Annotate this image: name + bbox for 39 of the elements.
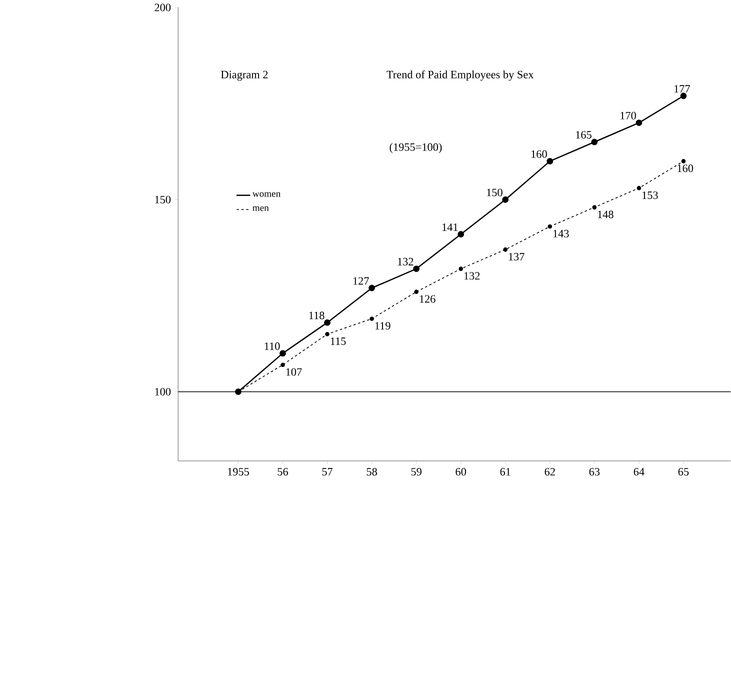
- x-tick-label: 65: [678, 468, 689, 476]
- x-tick-label: 59: [411, 468, 422, 476]
- data-label: 153: [642, 191, 658, 199]
- x-tick-label: 1955: [228, 468, 249, 476]
- y-tick-label: 150: [155, 196, 171, 204]
- text: Trend of Paid Employees by Sex: [386, 70, 534, 81]
- data-label: 177: [674, 85, 690, 92]
- data-label: 110: [264, 342, 280, 350]
- data-label: 132: [398, 258, 414, 266]
- x-tick-label: 60: [456, 468, 466, 476]
- data-label: 160: [532, 150, 547, 158]
- legend-label: men: [252, 206, 269, 211]
- data-label: 127: [353, 277, 369, 285]
- data-label: 118: [309, 312, 324, 320]
- x-tick-label: 64: [634, 468, 644, 476]
- x-tick-label: 61: [500, 468, 510, 476]
- data-label: 165: [576, 131, 592, 139]
- x-tick-label: 63: [589, 468, 600, 476]
- x-tick-label: 62: [544, 468, 555, 476]
- x-tick-label: 56: [278, 468, 288, 476]
- data-label: 126: [420, 295, 436, 303]
- data-label: 115: [330, 337, 346, 345]
- data-label: 132: [464, 272, 480, 280]
- data-label: 150: [487, 188, 502, 196]
- data-label: 143: [553, 230, 569, 238]
- data-label: 119: [375, 322, 390, 330]
- data-label: 148: [598, 210, 614, 218]
- annotation: Diagram 2: [221, 70, 268, 81]
- legend-label: women: [252, 192, 280, 197]
- data-label: 107: [286, 368, 302, 376]
- data-label: 170: [620, 112, 636, 120]
- y-tick-label: 100: [155, 388, 171, 396]
- x-tick-label: 57: [322, 468, 333, 476]
- data-label: 137: [508, 252, 524, 260]
- data-label: 141: [442, 223, 458, 231]
- text: (1955=100): [390, 142, 442, 154]
- y-tick-label: 200: [154, 4, 171, 12]
- data-label: 160: [678, 164, 694, 172]
- x-tick-label: 58: [366, 468, 377, 476]
